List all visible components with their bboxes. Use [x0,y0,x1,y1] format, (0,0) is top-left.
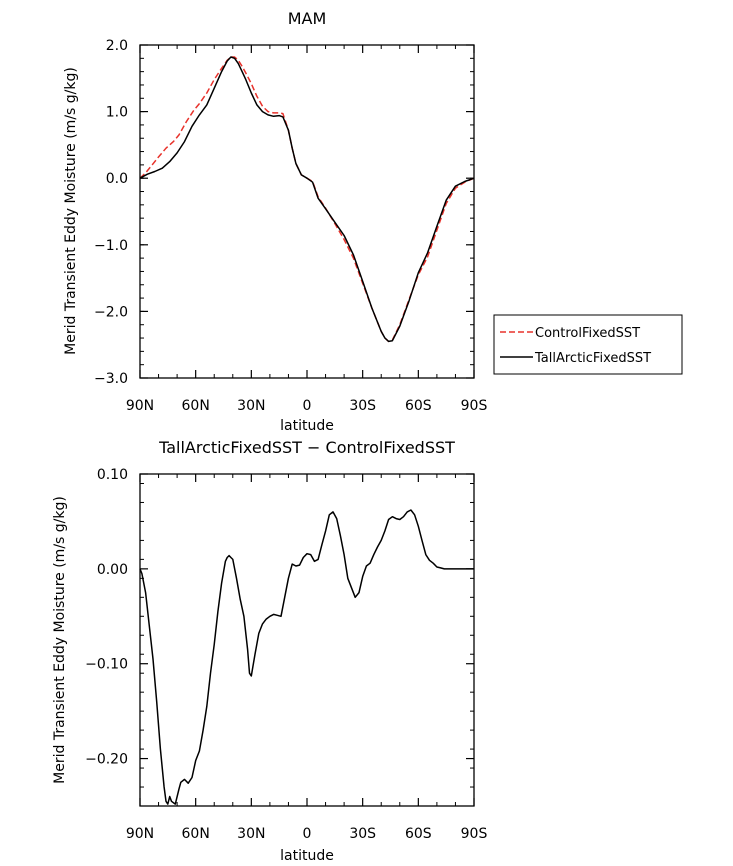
bottom-chart-ylabel: Merid Transient Eddy Moisture (m/s g/kg) [52,496,68,784]
top-xtick-label: 60N [182,398,210,414]
bottom-xtick-label: 90N [126,826,154,842]
top-ytick-label: −3.0 [94,371,128,387]
legend-label-control: ControlFixedSST [535,326,640,341]
bottom-chart-frame [139,473,475,807]
bottom-ytick-label: 0.00 [97,562,128,578]
bottom-xtick-label: 60S [405,826,432,842]
top-xtick-label: 30N [237,398,265,414]
top-ytick-label: 0.0 [106,171,128,187]
bottom-chart-ticks [139,473,475,807]
bottom-chart-tick-labels: 90N 60N 30N 0 30S 60S 90S 0.10 0.00 −0.10 −0.20 [85,467,487,842]
top-chart-legend: ControlFixedSST TallArcticFixedSST [493,314,683,375]
bottom-ytick-label: −0.20 [85,752,128,768]
top-series-line-controlfixedsst [139,56,475,343]
top-ytick-label: −1.0 [94,238,128,254]
bottom-xtick-label: 60N [182,826,210,842]
top-chart-panel: MAM 90N 60N 30N 0 30S 60S 90S 2.0 1.0 0.0 −1.0 −2.0… [63,9,683,434]
top-xtick-label: 30S [349,398,376,414]
bottom-chart-xlabel: latitude [280,848,334,864]
bottom-ytick-label: 0.10 [97,467,128,483]
bottom-ytick-label: −0.10 [85,657,128,673]
top-ytick-label: −2.0 [94,304,128,320]
bottom-series-line-tallarcticfixedsst-controlfixedsst [139,509,474,805]
bottom-xtick-label: 90S [461,826,488,842]
bottom-xtick-label: 30N [237,826,265,842]
top-ytick-label: 1.0 [106,105,128,121]
top-ytick-label: 2.0 [106,38,128,54]
top-chart-title: MAM [288,9,327,28]
top-chart-tick-labels: 90N 60N 30N 0 30S 60S 90S 2.0 1.0 0.0 −1.0 −2.0 −3.0 [94,38,487,414]
bottom-chart-title: TallArcticFixedSST − ControlFixedSST [158,438,455,457]
top-chart-frame [139,44,475,379]
legend-box [493,314,683,375]
top-chart-xlabel: latitude [280,418,334,434]
bottom-xtick-label: 30S [349,826,376,842]
bottom-chart-panel: TallArcticFixedSST − ControlFixedSST 90N… [52,438,487,864]
top-xtick-label: 90N [126,398,154,414]
top-xtick-label: 60S [405,398,432,414]
bottom-xtick-label: 0 [303,826,312,842]
top-chart-series [139,56,475,343]
top-xtick-label: 90S [461,398,488,414]
top-chart-ticks [139,44,475,379]
bottom-chart-series [139,509,474,805]
top-chart-ylabel: Merid Transient Eddy Moisture (m/s g/kg) [63,67,79,355]
top-xtick-label: 0 [303,398,312,414]
legend-label-tallarctic: TallArcticFixedSST [534,351,651,366]
top-series-line-tallarcticfixedsst [139,56,475,343]
